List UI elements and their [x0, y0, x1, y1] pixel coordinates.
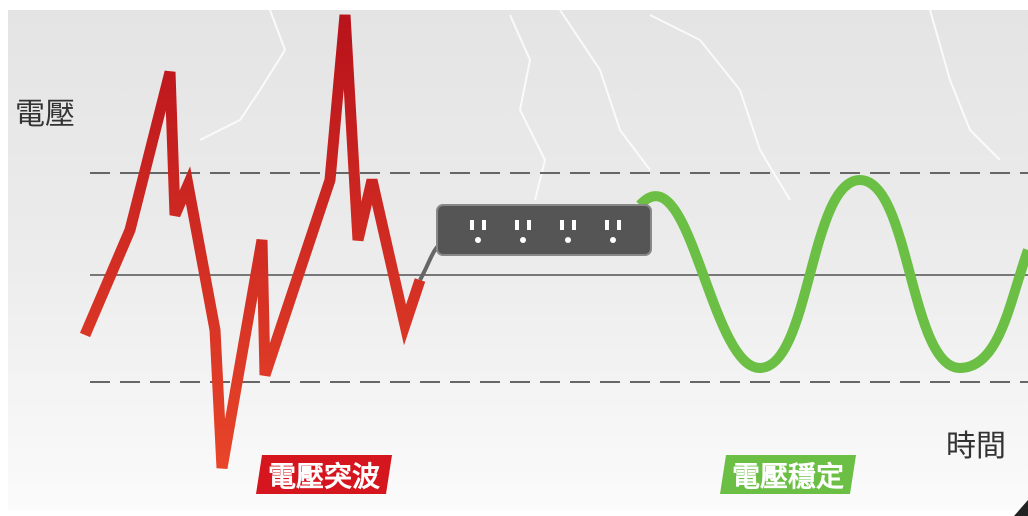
surge-label-box	[256, 455, 392, 494]
stable-label-box	[720, 455, 856, 494]
x-axis-label: 時間	[946, 429, 1006, 464]
stable-wave	[636, 174, 1028, 374]
y-axis-label: 電壓	[15, 97, 75, 132]
lightning	[199, 9, 1001, 201]
strip-body	[436, 204, 652, 256]
surge-wave	[79, 14, 426, 469]
background	[8, 10, 1028, 510]
power-strip	[436, 204, 652, 256]
sockets	[470, 220, 621, 243]
surge-label: 電壓突波	[268, 460, 381, 493]
guide-lines	[90, 172, 1028, 383]
corner-mark	[1014, 500, 1028, 516]
stable-label: 電壓穩定	[732, 460, 844, 493]
